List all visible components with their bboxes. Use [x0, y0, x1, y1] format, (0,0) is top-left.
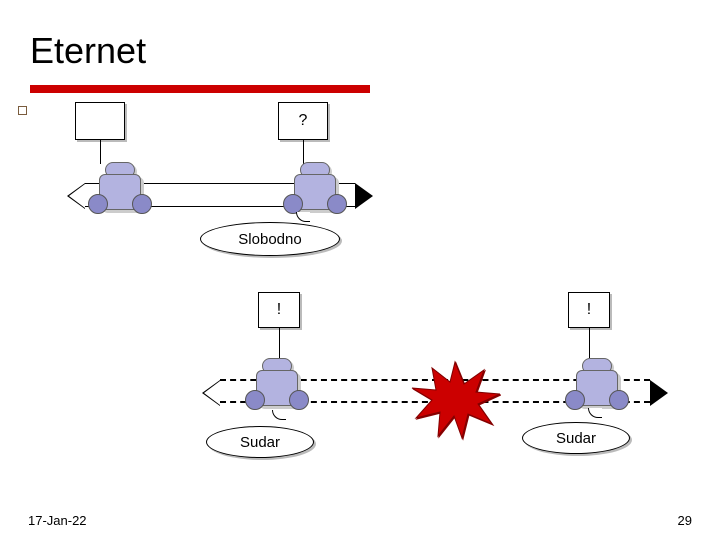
bubble-tail — [296, 212, 310, 222]
station-node — [85, 162, 155, 212]
title-underline — [30, 85, 370, 93]
bubble-text: Sudar — [240, 434, 280, 451]
speech-box-question: ? — [278, 102, 328, 140]
footer-date: 17-Jan-22 — [28, 513, 87, 528]
collision-star-icon — [410, 360, 500, 445]
bullet-icon — [18, 106, 27, 115]
station-node — [242, 358, 312, 408]
stem — [589, 328, 590, 358]
stem — [303, 140, 304, 164]
speech-box-exclaim-left: ! — [258, 292, 300, 328]
station-node — [280, 162, 350, 212]
bubble-slobodno: Slobodno — [200, 222, 340, 256]
box-text: ! — [277, 301, 281, 319]
box-text: ? — [299, 112, 308, 130]
page-title: Eternet — [30, 30, 146, 72]
station-node — [562, 358, 632, 408]
stem — [279, 328, 280, 358]
stem — [100, 140, 101, 164]
bubble-tail — [588, 408, 602, 418]
bubble-tail — [272, 410, 286, 420]
speech-box-empty — [75, 102, 125, 140]
bubble-text: Slobodno — [238, 231, 301, 248]
footer-page-number: 29 — [678, 513, 692, 528]
speech-box-exclaim-right: ! — [568, 292, 610, 328]
bubble-text: Sudar — [556, 430, 596, 447]
bubble-sudar-left: Sudar — [206, 426, 314, 458]
bubble-sudar-right: Sudar — [522, 422, 630, 454]
box-text: ! — [587, 301, 591, 319]
